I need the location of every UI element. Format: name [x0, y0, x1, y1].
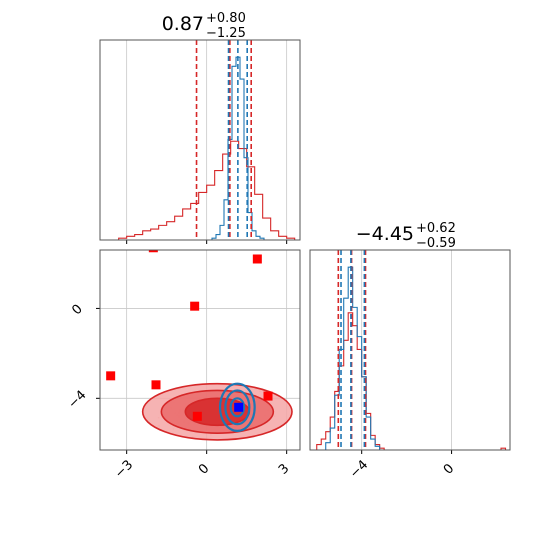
- scatter-y-tick-label-1: −4: [65, 388, 89, 412]
- blue-contour-level-0: [218, 382, 256, 432]
- hist2-frame: [309, 249, 511, 451]
- red-marker-1: [252, 254, 262, 264]
- blue-contour-level-2: [229, 397, 246, 418]
- hist1-frame: [99, 39, 301, 241]
- red-marker-2: [190, 301, 200, 311]
- scatter-frame: [99, 249, 301, 451]
- scatter-x-tick-label-2: 3: [276, 461, 292, 477]
- hist2-title-value: −4.45: [356, 223, 414, 245]
- hist2-red-series: [316, 312, 385, 450]
- hist2-outlier-bin: [500, 447, 507, 450]
- red-marker-4: [151, 380, 161, 390]
- hist1-title-value: 0.87: [162, 13, 204, 35]
- hist2-x-tick-label-1: 0: [441, 461, 457, 477]
- hist1-title: 0.87 +0.80−1.25: [162, 11, 246, 41]
- hist1-title-minus: −1.25: [206, 26, 246, 41]
- hist2-title-plus: +0.62: [416, 221, 456, 236]
- scatter-y-tick-label-0: 0: [69, 302, 85, 318]
- scatter-x-tick-label-0: −3: [112, 457, 136, 481]
- hist1-title-plus: +0.80: [206, 11, 246, 26]
- blue-marker: [234, 402, 244, 412]
- hist1-red-series: [118, 140, 296, 240]
- red-marker-0: [148, 250, 158, 253]
- scatter-plot-area: [100, 250, 300, 450]
- hist2-x-tick-label-0: −4: [347, 457, 371, 481]
- hist2-blue-series: [325, 266, 381, 450]
- red-marker-6: [192, 411, 202, 421]
- blue-contour-level-1: [224, 389, 251, 426]
- scatter-x-tick-label-1: 0: [196, 461, 212, 477]
- hist2-title-minus: −0.59: [416, 236, 456, 251]
- hist2-title: −4.45 +0.62−0.59: [356, 221, 456, 251]
- red-marker-5: [263, 391, 273, 401]
- red-marker-3: [106, 371, 116, 381]
